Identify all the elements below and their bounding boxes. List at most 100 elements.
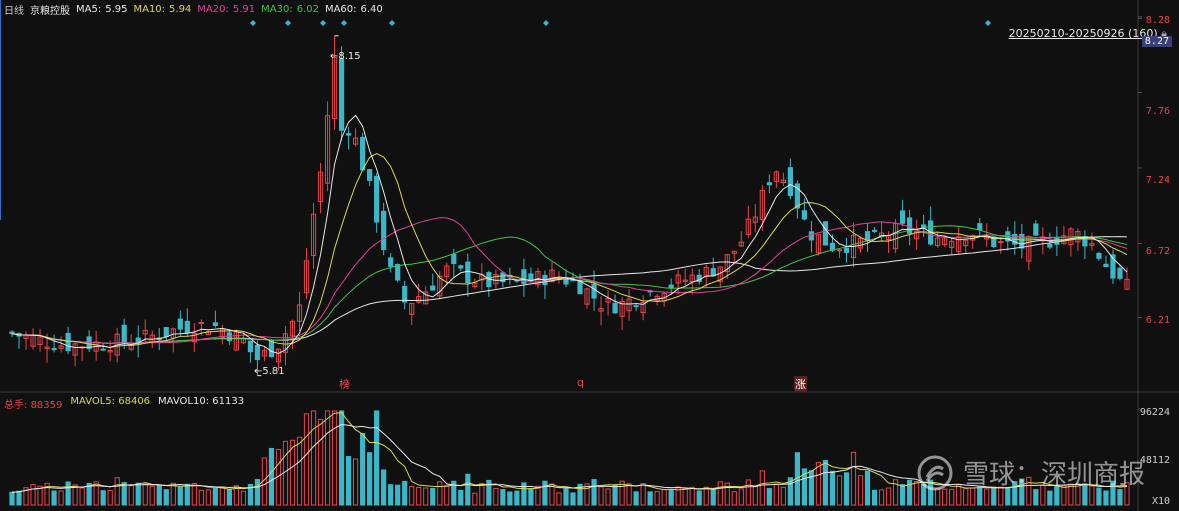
candle-body bbox=[177, 318, 183, 330]
candle-body bbox=[219, 328, 225, 338]
period-label[interactable]: 日线 bbox=[4, 6, 24, 17]
volume-bar bbox=[914, 481, 920, 506]
candle-body bbox=[766, 182, 772, 186]
lock-icon[interactable]: 🔒︎ bbox=[1161, 27, 1167, 40]
volume-bar bbox=[142, 483, 148, 506]
candle-body bbox=[787, 167, 793, 197]
candle-body bbox=[296, 304, 303, 322]
volume-bar bbox=[458, 489, 464, 506]
volume-bar bbox=[619, 480, 625, 506]
candle-body bbox=[472, 282, 478, 287]
volume-bar bbox=[535, 485, 541, 506]
volume-bar bbox=[815, 461, 822, 506]
ma5-indicator: MA5: 5.95 bbox=[76, 4, 127, 15]
volume-bar bbox=[717, 481, 723, 506]
volume-bar bbox=[205, 489, 211, 506]
candle-body bbox=[626, 298, 632, 312]
volume-bar bbox=[86, 482, 92, 506]
candle-body bbox=[731, 250, 737, 254]
candle-body bbox=[1117, 267, 1123, 279]
volume-bar bbox=[843, 472, 850, 506]
volume-bar bbox=[1061, 485, 1067, 506]
volume-bar bbox=[114, 477, 120, 506]
ma20-indicator: MA20: 5.91 bbox=[197, 4, 255, 15]
ma10-value: 5.94 bbox=[169, 4, 192, 15]
candle-body bbox=[584, 288, 590, 305]
candle-body bbox=[956, 236, 962, 253]
candle-body bbox=[65, 332, 71, 352]
candle-body bbox=[1033, 223, 1039, 236]
volume-bar bbox=[416, 486, 422, 506]
candle-body bbox=[591, 283, 597, 299]
candle-body bbox=[703, 266, 709, 278]
candle-body bbox=[780, 179, 786, 184]
volume-bar bbox=[240, 490, 247, 506]
candle-body bbox=[247, 340, 254, 353]
candle-body bbox=[1103, 263, 1109, 268]
volume-bar bbox=[682, 488, 688, 506]
mavol10: MAVOL10: 61133 bbox=[158, 396, 244, 411]
marker-zhang[interactable]: 涨 bbox=[794, 376, 807, 392]
volume-bar bbox=[465, 473, 471, 506]
volume-bar bbox=[654, 491, 660, 506]
candle-body bbox=[738, 241, 744, 247]
volume-label-mid: 48112 bbox=[1139, 455, 1170, 466]
ma10-indicator: MA10: 5.94 bbox=[133, 4, 191, 15]
candle-body bbox=[977, 223, 983, 231]
candle-body bbox=[1047, 243, 1053, 248]
max-price-arrow: ← bbox=[330, 51, 339, 62]
volume-bar bbox=[72, 484, 78, 506]
candle-body bbox=[640, 301, 646, 314]
candle-body bbox=[184, 320, 190, 334]
volume-bar bbox=[1096, 487, 1102, 506]
candle-body bbox=[374, 175, 380, 223]
candle-body bbox=[1124, 278, 1130, 290]
candle-body bbox=[500, 272, 506, 283]
candle-body bbox=[942, 238, 948, 246]
ma5-label: MA5: bbox=[76, 4, 102, 15]
volume-bar bbox=[451, 480, 457, 506]
candle-body bbox=[254, 344, 261, 361]
candle-body bbox=[998, 241, 1004, 244]
candle-body bbox=[745, 218, 751, 235]
min-price-arrow: ← bbox=[254, 366, 263, 377]
volume-bar bbox=[191, 483, 197, 506]
date-range-label[interactable]: 20250210-20250926 (160) 🔒︎ bbox=[1009, 27, 1167, 41]
volume-bar bbox=[395, 484, 401, 506]
volume-bar bbox=[9, 491, 15, 506]
max-price-annotation: ←8.15 bbox=[330, 51, 361, 62]
candle-body bbox=[991, 236, 997, 247]
candle-body bbox=[444, 265, 450, 277]
volume-bar bbox=[374, 410, 380, 506]
marker-bang[interactable]: 榜 bbox=[339, 378, 350, 391]
candle-body bbox=[191, 332, 197, 343]
ma10-line bbox=[11, 152, 1128, 348]
volume-bar bbox=[563, 488, 569, 506]
volume-bar bbox=[906, 479, 913, 506]
volume-label-max: 96224 bbox=[1139, 407, 1170, 418]
volume-bar bbox=[212, 487, 218, 506]
marker-q[interactable]: q bbox=[577, 376, 584, 389]
candle-body bbox=[437, 275, 443, 297]
volume-bar bbox=[58, 490, 64, 506]
volume-bar bbox=[822, 459, 829, 506]
candle-body bbox=[1110, 254, 1116, 279]
volume-bar bbox=[437, 481, 443, 506]
candle-body bbox=[338, 58, 345, 131]
volume-bar bbox=[1033, 489, 1039, 506]
xueqiu-logo-icon bbox=[917, 455, 953, 490]
ma5-value: 5.95 bbox=[105, 4, 128, 15]
volume-bar bbox=[107, 490, 113, 506]
candle-body bbox=[675, 274, 681, 284]
candle-body bbox=[773, 171, 779, 182]
candle-body bbox=[100, 348, 106, 351]
volume-bar bbox=[703, 486, 709, 506]
volume-bar bbox=[219, 487, 225, 506]
candle-body bbox=[430, 285, 436, 291]
volume-bar bbox=[878, 489, 885, 506]
ma30-label: MA30: bbox=[261, 4, 293, 15]
candle-body bbox=[752, 216, 758, 223]
candle-body bbox=[331, 57, 338, 120]
volume-bar bbox=[752, 485, 758, 506]
